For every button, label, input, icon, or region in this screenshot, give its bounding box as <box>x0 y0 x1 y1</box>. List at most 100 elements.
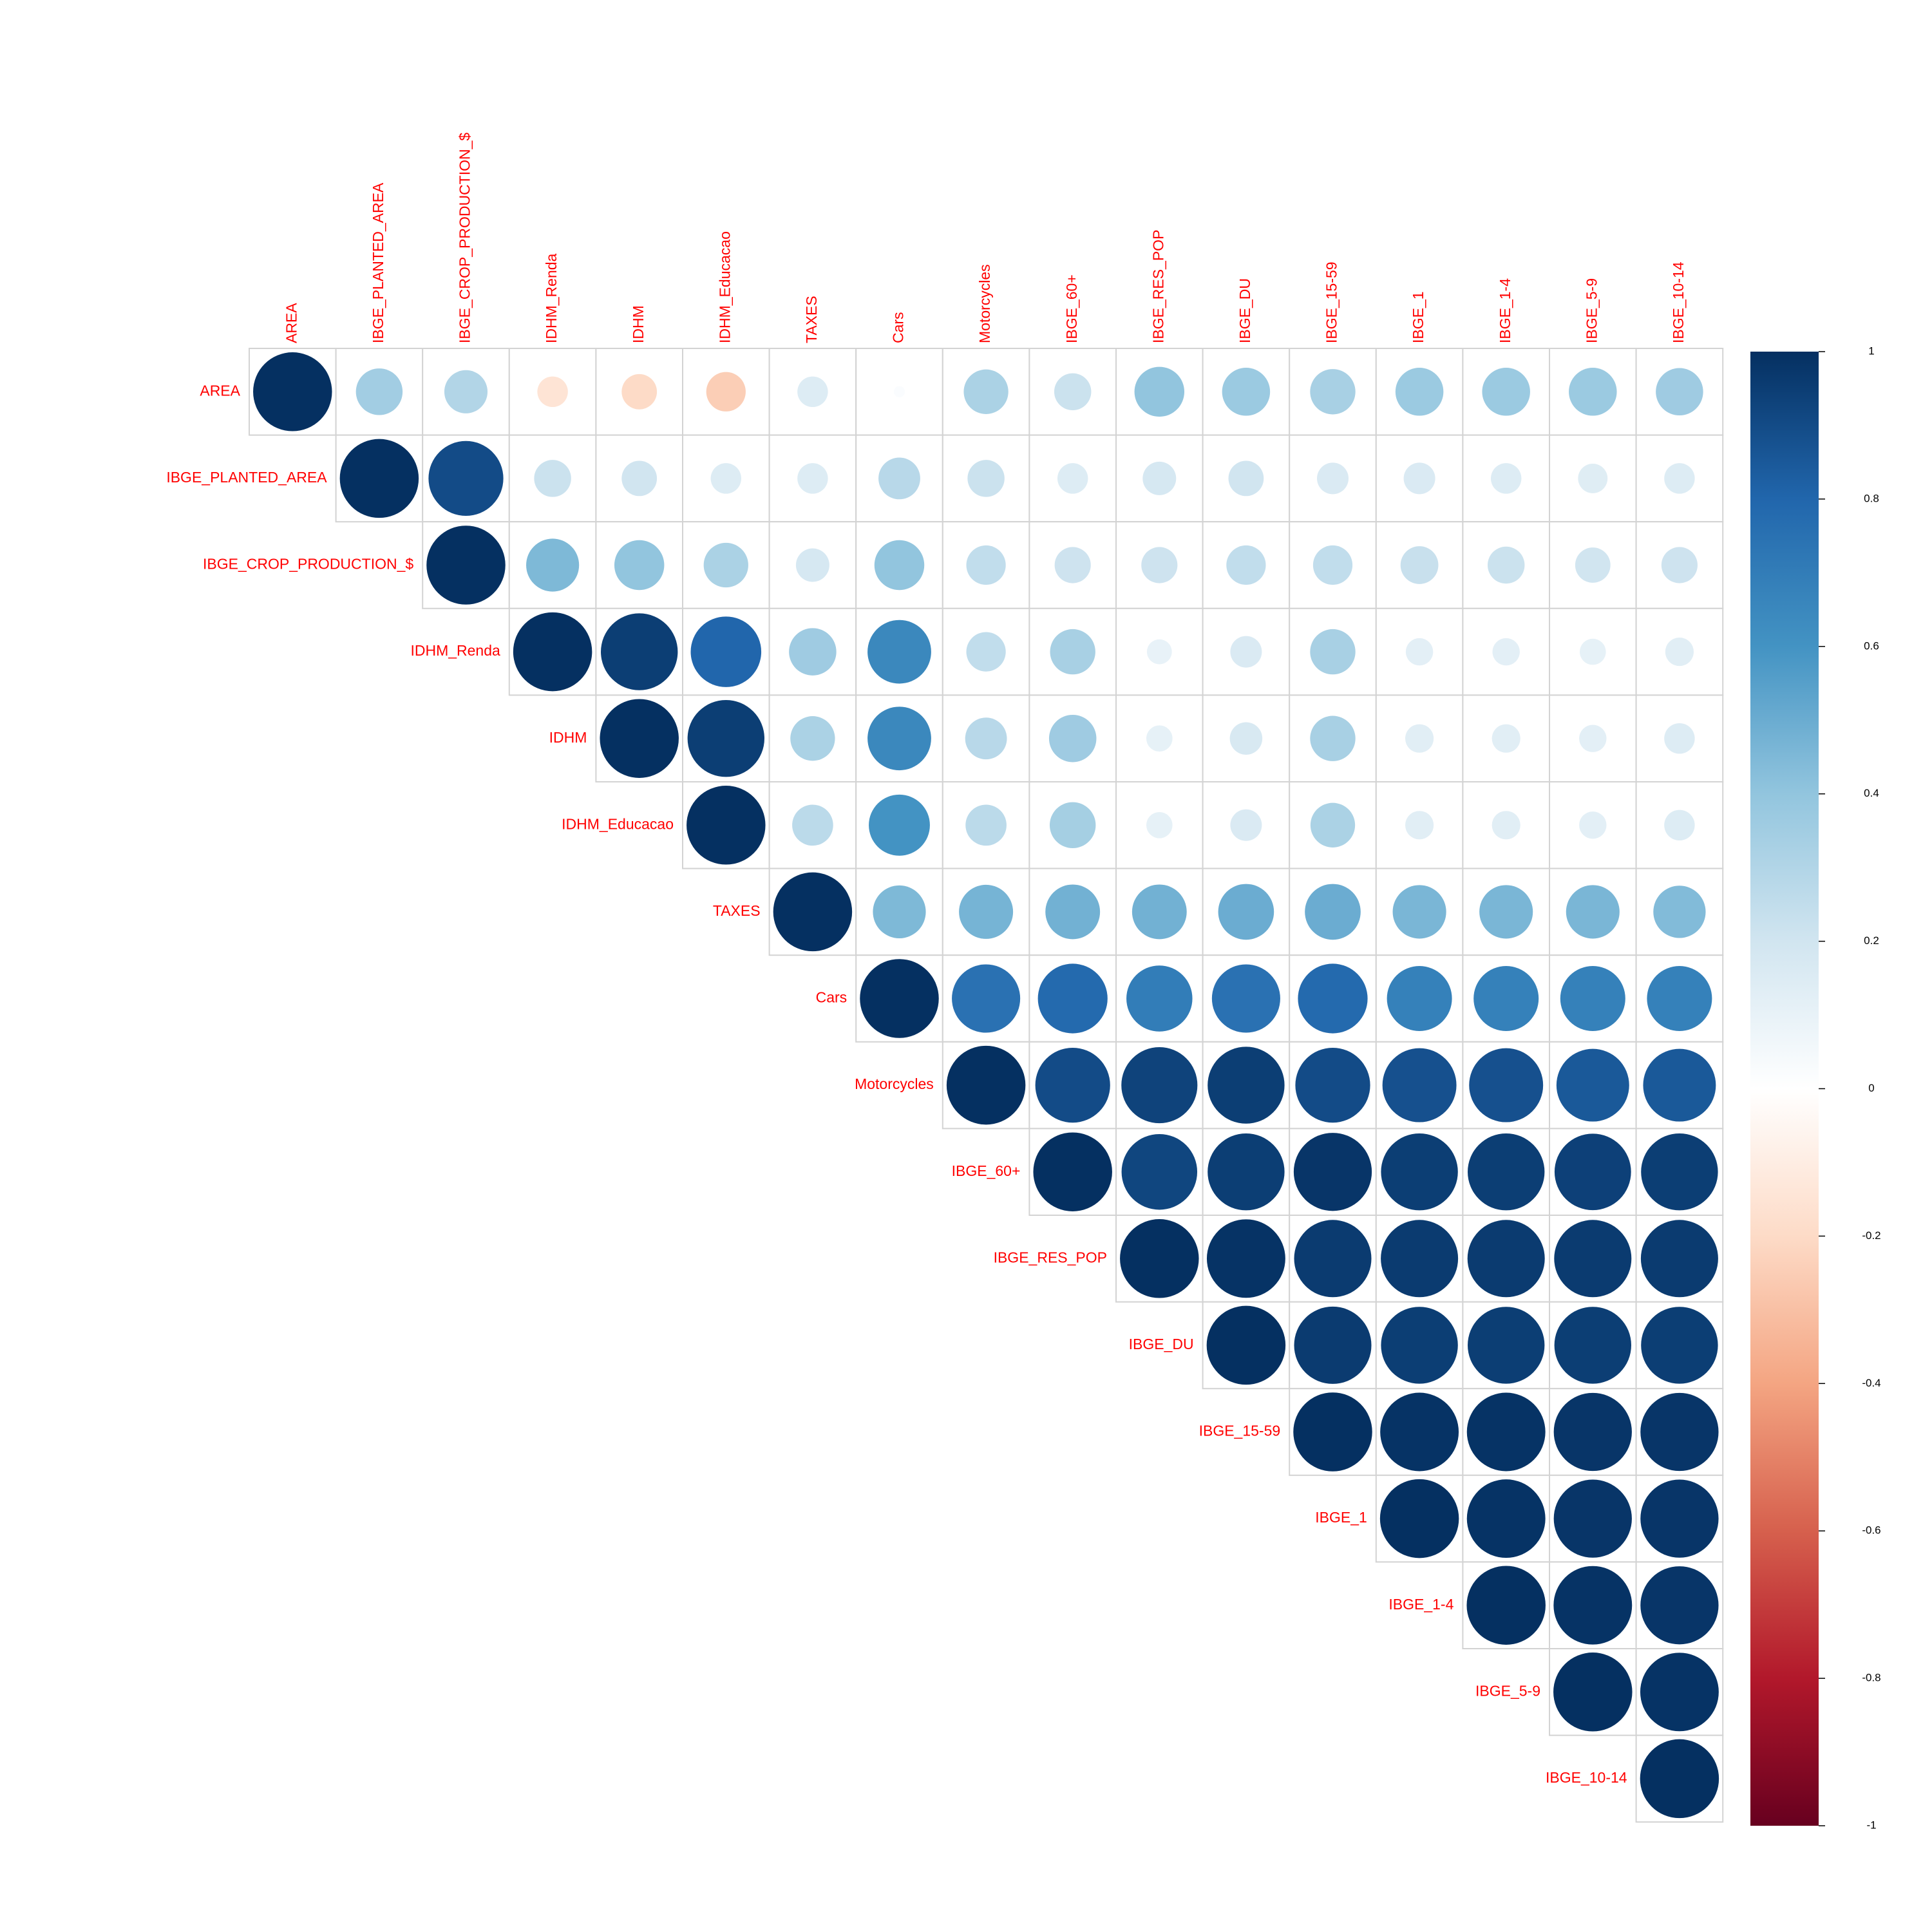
legend-tick-label: -0.2 <box>1862 1229 1880 1242</box>
corr-circle-motorcycles-ibge-5-9 <box>1556 1048 1629 1122</box>
corr-circle-ibge-60-ibge-1-4 <box>1468 1133 1545 1211</box>
corr-circle-idhm-ibge-1 <box>1405 724 1434 753</box>
legend-tick-label: 0.8 <box>1864 492 1879 504</box>
corr-circle-area-ibge-du <box>1222 368 1271 416</box>
corr-circle-taxes-motorcycles <box>959 884 1014 939</box>
corr-circle-idhm-renda-idhm-renda <box>513 612 592 692</box>
corr-circle-taxes-ibge-res-pop <box>1132 884 1187 940</box>
column-label-ibge-60: IBGE_60+ <box>1063 274 1080 343</box>
corr-circle-cars-ibge-5-9 <box>1560 966 1625 1031</box>
corr-circle-area-motorcycles <box>963 369 1009 414</box>
corr-circle-cars-ibge-60 <box>1037 963 1108 1034</box>
corr-circle-ibge-60-ibge-res-pop <box>1121 1133 1198 1210</box>
corr-circle-ibge-res-pop-ibge-1-4 <box>1467 1220 1545 1298</box>
corr-circle-ibge-crop-production-ibge-1 <box>1400 546 1439 584</box>
corr-circle-ibge-du-ibge-5-9 <box>1554 1307 1631 1384</box>
column-label-area: AREA <box>283 303 299 343</box>
row-label-idhm-educacao: IDHM_Educacao <box>562 815 674 832</box>
legend-tick-label: 1 <box>1868 345 1874 357</box>
corr-circle-ibge-planted-area-taxes <box>797 463 828 494</box>
corr-circle-area-taxes <box>797 376 828 408</box>
corr-circle-area-ibge-60 <box>1054 373 1092 411</box>
corr-circle-idhm-educacao-idhm-educacao <box>687 786 766 865</box>
corr-circle-area-area <box>253 352 332 431</box>
column-label-ibge-10-14: IBGE_10-14 <box>1670 261 1687 343</box>
corr-circle-idhm-idhm-educacao <box>687 700 764 777</box>
corr-circle-idhm-ibge-10-14 <box>1664 723 1695 754</box>
row-label-ibge-res-pop: IBGE_RES_POP <box>994 1249 1107 1265</box>
corr-circle-ibge-1-ibge-1-4 <box>1466 1479 1546 1558</box>
row-label-ibge-1-4: IBGE_1-4 <box>1388 1596 1454 1613</box>
column-label-ibge-planted-area: IBGE_PLANTED_AREA <box>370 182 386 343</box>
corr-circle-ibge-crop-production-ibge-du <box>1226 545 1266 585</box>
corr-circle-idhm-educacao-ibge-1 <box>1405 811 1434 840</box>
corr-circle-ibge-planted-area-ibge-du <box>1228 460 1264 497</box>
corr-circle-taxes-ibge-10-14 <box>1653 886 1706 938</box>
corr-circle-ibge-crop-production-ibge-res-pop <box>1141 547 1178 583</box>
corr-circle-cars-cars <box>860 959 939 1038</box>
corr-circle-idhm-motorcycles <box>965 717 1007 760</box>
corr-circle-ibge-15-59-ibge-15-59 <box>1293 1392 1372 1472</box>
corr-circle-ibge-planted-area-ibge-10-14 <box>1664 463 1695 494</box>
corr-circle-ibge-crop-production-ibge-10-14 <box>1661 547 1698 583</box>
corr-circle-ibge-1-4-ibge-1-4 <box>1466 1566 1546 1645</box>
corr-circle-taxes-ibge-1-4 <box>1479 885 1533 939</box>
corr-circle-ibge-crop-production-idhm-educacao <box>703 542 748 588</box>
row-label-taxes: TAXES <box>713 902 761 919</box>
corr-circle-idhm-educacao-ibge-10-14 <box>1664 810 1695 841</box>
corr-circle-ibge-60-ibge-60 <box>1033 1132 1112 1211</box>
corr-circle-ibge-5-9-ibge-5-9 <box>1553 1653 1633 1732</box>
row-label-ibge-10-14: IBGE_10-14 <box>1546 1769 1627 1786</box>
corr-circle-motorcycles-ibge-15-59 <box>1295 1048 1370 1123</box>
corr-circle-motorcycles-ibge-res-pop <box>1121 1047 1198 1124</box>
corr-circle-area-ibge-crop-production <box>444 370 488 413</box>
corr-circle-ibge-planted-area-ibge-1 <box>1403 462 1435 495</box>
legend-tick-label: -1 <box>1866 1819 1876 1831</box>
corr-circle-area-idhm <box>621 374 658 410</box>
corr-circle-idhm-ibge-15-59 <box>1310 715 1356 761</box>
corr-circle-cars-ibge-1 <box>1387 966 1452 1031</box>
corr-circle-ibge-60-ibge-10-14 <box>1641 1133 1718 1211</box>
corr-circle-idhm-educacao-ibge-60 <box>1049 802 1096 849</box>
legend-tick-label: -0.4 <box>1862 1377 1880 1389</box>
column-label-ibge-1-4: IBGE_1-4 <box>1497 278 1513 343</box>
row-label-area: AREA <box>200 382 240 399</box>
row-label-motorcycles: Motorcycles <box>855 1075 934 1092</box>
corr-circle-idhm-educacao-ibge-du <box>1230 809 1262 841</box>
corr-circle-idhm-educacao-ibge-1-4 <box>1492 811 1520 840</box>
corr-circle-ibge-res-pop-ibge-du <box>1206 1219 1285 1298</box>
corr-circle-ibge-du-ibge-10-14 <box>1641 1307 1718 1384</box>
row-labels: AREA IBGE_PLANTED_AREA IBGE_CROP_PRODUCTIO… <box>166 382 1627 1786</box>
corr-circle-idhm-renda-taxes <box>789 628 837 676</box>
row-label-idhm: IDHM <box>549 729 587 746</box>
corr-circle-motorcycles-ibge-60 <box>1035 1048 1110 1123</box>
corr-circle-ibge-crop-production-ibge-1-4 <box>1487 546 1525 584</box>
corr-circle-taxes-ibge-60 <box>1045 884 1101 940</box>
row-label-ibge-5-9: IBGE_5-9 <box>1475 1682 1540 1699</box>
corr-circle-idhm-renda-ibge-du <box>1230 636 1262 668</box>
row-label-cars: Cars <box>816 989 848 1006</box>
corr-circle-ibge-1-4-ibge-5-9 <box>1553 1566 1633 1645</box>
corr-circle-taxes-ibge-1 <box>1392 885 1446 939</box>
circle-layer <box>253 352 1719 1819</box>
corr-circle-motorcycles-motorcycles <box>946 1045 1026 1125</box>
column-label-ibge-15-59: IBGE_15-59 <box>1323 261 1340 343</box>
corr-circle-area-idhm-renda <box>537 376 568 408</box>
column-label-ibge-du: IBGE_DU <box>1236 278 1253 343</box>
legend-ticks: 1 0.8 0.6 0.4 0.2 0 -0.2 -0.4 -0.6 -0.8 -1 <box>1819 345 1881 1831</box>
corr-circle-cars-ibge-res-pop <box>1126 965 1193 1032</box>
column-label-ibge-res-pop: IBGE_RES_POP <box>1150 230 1166 343</box>
column-labels: AREA IBGE_PLANTED_AREA IBGE_CROP_PRODUCTIO… <box>283 133 1687 343</box>
corr-circle-area-idhm-educacao <box>706 372 746 412</box>
legend-tick-label: 0 <box>1868 1082 1874 1094</box>
corr-circle-ibge-10-14-ibge-10-14 <box>1640 1739 1719 1819</box>
corr-circle-area-ibge-1 <box>1395 368 1444 416</box>
corr-circle-ibge-1-4-ibge-10-14 <box>1640 1566 1719 1645</box>
corr-circle-ibge-15-59-ibge-1-4 <box>1466 1392 1546 1472</box>
corr-circle-ibge-1-ibge-5-9 <box>1553 1479 1632 1558</box>
corr-circle-ibge-res-pop-ibge-15-59 <box>1294 1220 1372 1298</box>
corr-circle-ibge-planted-area-motorcycles <box>967 460 1005 497</box>
row-label-ibge-60: IBGE_60+ <box>952 1162 1021 1179</box>
column-label-ibge-5-9: IBGE_5-9 <box>1583 278 1600 343</box>
